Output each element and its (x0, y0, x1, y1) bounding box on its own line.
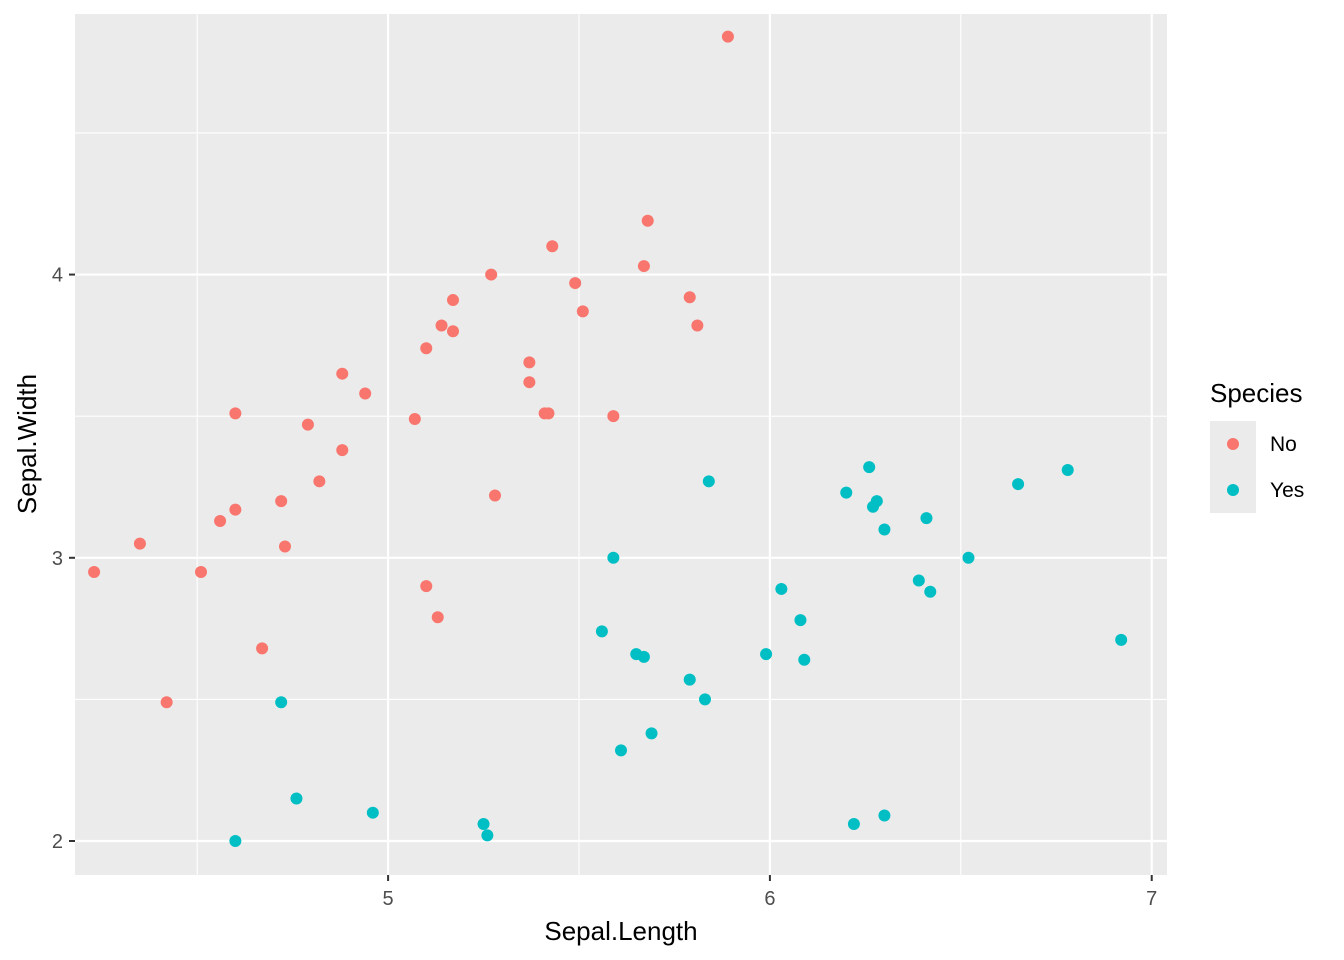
data-point-no (542, 407, 555, 420)
data-point-yes (702, 475, 715, 488)
data-point-no (408, 413, 421, 426)
data-point-no (279, 540, 291, 553)
data-point-no (683, 291, 696, 304)
data-point-no (359, 387, 372, 400)
data-point-yes (775, 582, 788, 595)
data-point-yes (645, 727, 658, 740)
data-point-no (275, 495, 288, 508)
data-point-yes (477, 818, 490, 831)
x-tick-label: 7 (1146, 888, 1157, 910)
data-point-yes (870, 495, 883, 508)
data-point-no (160, 696, 173, 709)
data-point-no (229, 503, 242, 516)
data-point-no (485, 268, 498, 281)
x-tick-label: 6 (764, 888, 775, 910)
data-point-no (691, 319, 704, 332)
data-point-no (88, 565, 101, 578)
data-point-no (576, 305, 589, 318)
data-point-no (431, 611, 444, 624)
data-point-yes (366, 806, 379, 819)
legend-marker-yes (1227, 484, 1239, 496)
legend-title: Species (1210, 378, 1303, 408)
y-axis-title: Sepal.Width (12, 374, 42, 514)
data-point-yes (920, 512, 933, 525)
x-axis: 5 6 7 (383, 875, 1157, 910)
data-point-yes (863, 461, 876, 474)
data-point-no (214, 514, 227, 527)
data-point-yes (798, 653, 811, 666)
data-point-no (447, 294, 459, 307)
data-point-yes (699, 693, 711, 706)
data-point-no (256, 642, 269, 655)
minor-gridlines (75, 14, 1167, 875)
data-point-yes (290, 792, 303, 805)
data-point-yes (878, 809, 891, 822)
data-point-no (569, 277, 582, 290)
data-point-yes (924, 585, 937, 598)
data-point-no (133, 537, 146, 550)
data-point-no (721, 30, 734, 43)
data-point-no (336, 367, 349, 380)
major-gridlines (75, 14, 1167, 875)
data-point-yes (840, 486, 853, 499)
data-point-yes (1012, 478, 1025, 491)
data-point-no (489, 489, 501, 502)
data-points (88, 30, 1128, 848)
legend-marker-no (1227, 438, 1239, 450)
data-point-no (447, 325, 459, 338)
data-point-no (435, 319, 448, 332)
data-point-yes (847, 818, 860, 831)
data-point-no (523, 376, 536, 389)
y-axis: 2 3 4 (52, 265, 75, 853)
data-point-yes (962, 551, 975, 564)
data-point-yes (683, 673, 696, 686)
data-point-no (420, 342, 433, 355)
data-point-no (546, 240, 559, 253)
x-tick-label: 5 (383, 888, 394, 910)
data-point-no (641, 214, 654, 227)
legend: Species No Yes (1210, 378, 1304, 513)
data-point-no (195, 565, 207, 578)
data-point-no (336, 444, 349, 457)
data-point-no (607, 410, 620, 423)
data-point-no (229, 407, 242, 420)
y-tick-label: 4 (52, 265, 63, 287)
data-point-yes (1115, 633, 1128, 646)
data-point-yes (615, 744, 627, 757)
data-point-no (420, 580, 433, 593)
data-point-yes (275, 696, 288, 709)
data-point-yes (637, 650, 650, 663)
y-tick-label: 3 (52, 548, 63, 570)
data-point-yes (229, 835, 242, 848)
x-axis-title: Sepal.Length (544, 916, 697, 946)
data-point-yes (794, 614, 807, 627)
data-point-no (637, 260, 650, 273)
data-point-yes (607, 551, 620, 564)
data-point-yes (912, 574, 925, 587)
plot-panel (75, 14, 1167, 875)
data-point-yes (760, 648, 773, 661)
data-point-no (313, 475, 326, 488)
y-tick-label: 2 (52, 831, 63, 853)
data-point-yes (878, 523, 891, 536)
data-point-yes (481, 829, 494, 842)
data-point-no (523, 356, 536, 369)
legend-label-yes: Yes (1270, 479, 1304, 502)
data-point-yes (595, 625, 608, 638)
data-point-no (301, 418, 314, 431)
data-point-yes (1061, 463, 1074, 476)
legend-label-no: No (1270, 433, 1297, 456)
